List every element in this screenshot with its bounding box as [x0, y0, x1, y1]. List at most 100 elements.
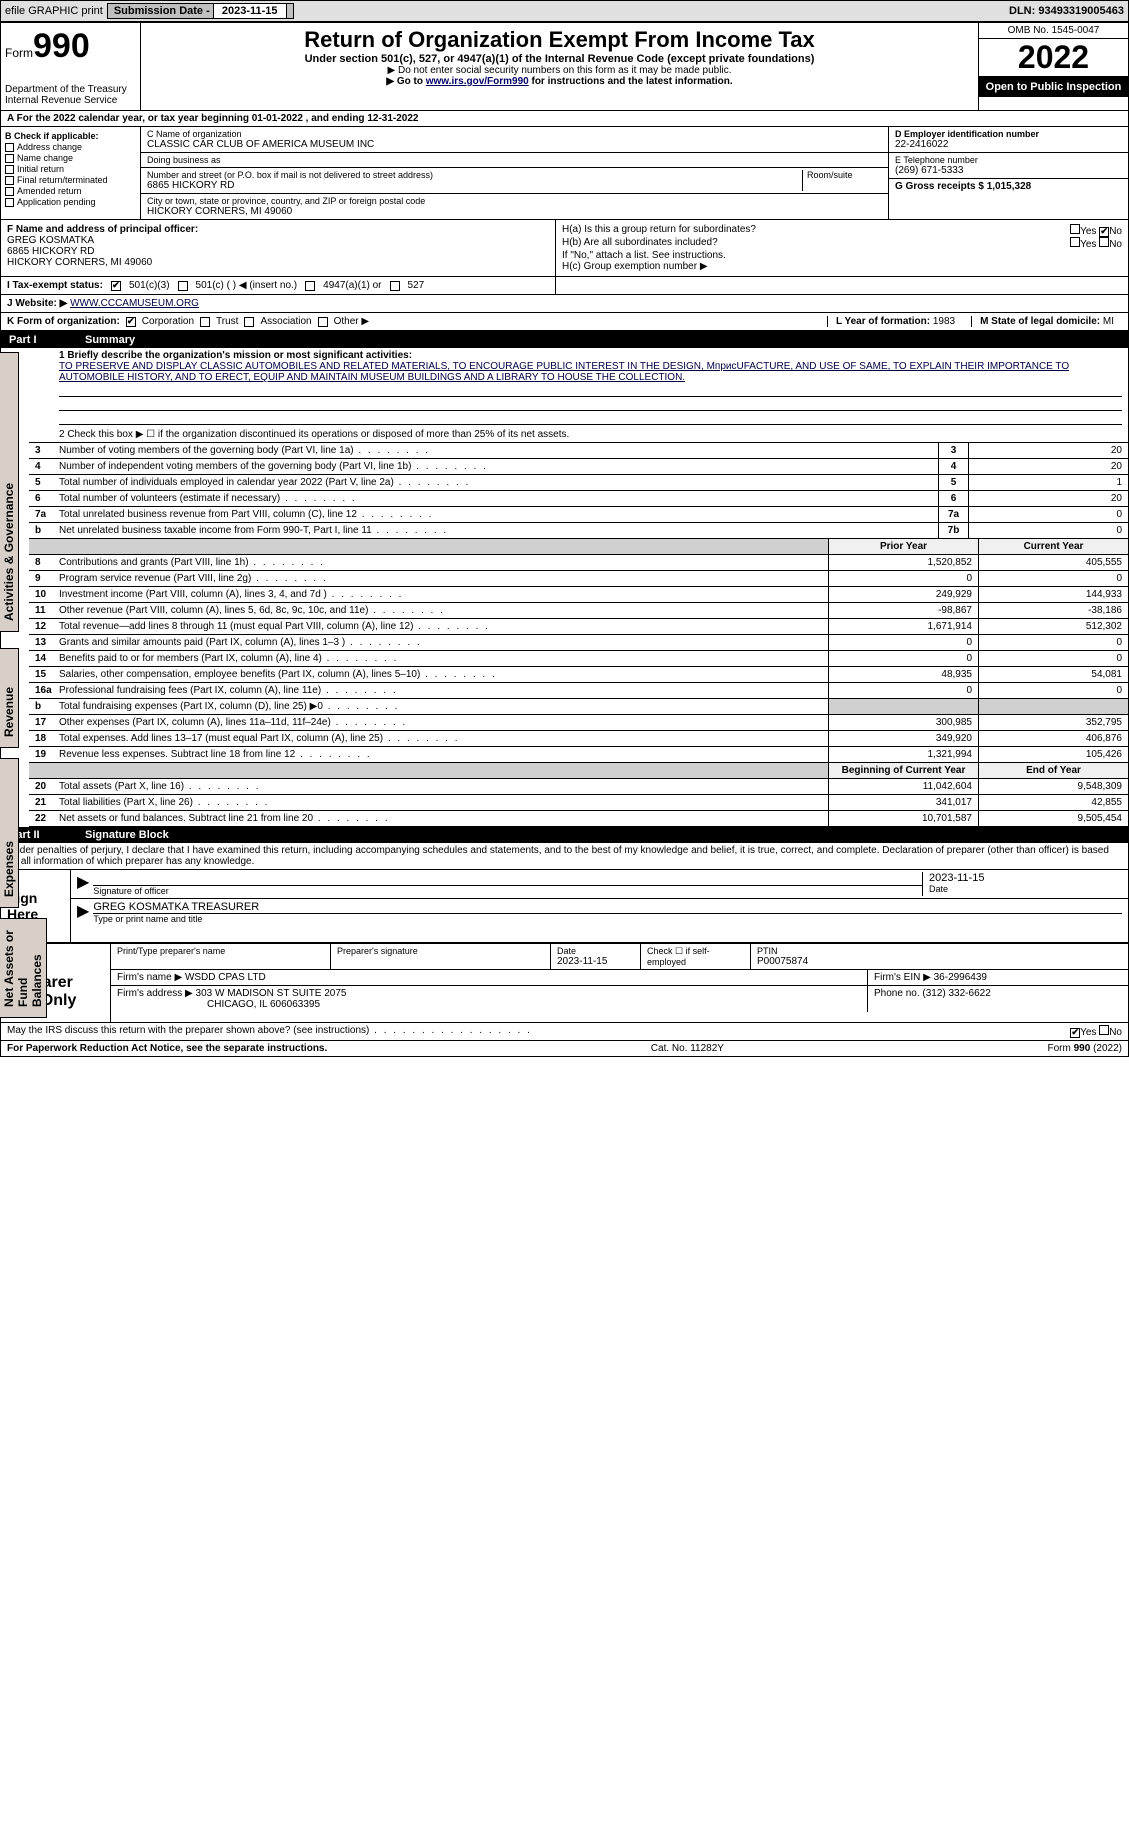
subtitle-1: Under section 501(c), 527, or 4947(a)(1)…	[147, 53, 972, 65]
self-employed-chk[interactable]: Check ☐ if self-employed	[647, 946, 744, 967]
hb-no[interactable]	[1099, 237, 1109, 247]
pra-notice: For Paperwork Reduction Act Notice, see …	[7, 1043, 327, 1054]
chk-527[interactable]	[390, 281, 400, 291]
vtab-expenses: Expenses	[0, 758, 19, 908]
line-a: A For the 2022 calendar year, or tax yea…	[1, 111, 1128, 127]
form-header: Form990 Department of the Treasury Inter…	[1, 23, 1128, 111]
vtab-revenue: Revenue	[0, 648, 19, 748]
section-b-c-d: B Check if applicable: Address change Na…	[1, 127, 1128, 220]
chk-trust[interactable]	[200, 317, 210, 327]
sig-declaration: Under penalties of perjury, I declare th…	[1, 843, 1128, 870]
vtab-governance: Activities & Governance	[0, 352, 19, 632]
org-name-label: C Name of organization	[147, 129, 882, 139]
fin-row: 15Salaries, other compensation, employee…	[29, 667, 1128, 683]
fin-row: 10Investment income (Part VIII, column (…	[29, 587, 1128, 603]
summary-row: 5Total number of individuals employed in…	[29, 475, 1128, 491]
arrow-icon: ▶	[77, 872, 89, 896]
city-state-zip: HICKORY CORNERS, MI 49060	[147, 206, 882, 217]
chk-assoc[interactable]	[244, 317, 254, 327]
ein-label: D Employer identification number	[895, 129, 1039, 139]
box-c: C Name of organization CLASSIC CAR CLUB …	[141, 127, 888, 219]
fin-row: 14Benefits paid to or for members (Part …	[29, 651, 1128, 667]
subtitle-3: ▶ Go to www.irs.gov/Form990 for instruct…	[147, 76, 972, 87]
row-k-l-m: K Form of organization: Corporation Trus…	[1, 313, 1128, 332]
box-b: B Check if applicable: Address change Na…	[1, 127, 141, 219]
org-name: CLASSIC CAR CLUB OF AMERICA MUSEUM INC	[147, 139, 882, 150]
fin-row: 8Contributions and grants (Part VIII, li…	[29, 555, 1128, 571]
ha-no[interactable]	[1099, 227, 1109, 237]
mission-text[interactable]: TO PRESERVE AND DISPLAY CLASSIC AUTOMOBI…	[59, 361, 1069, 383]
discuss-no[interactable]	[1099, 1025, 1109, 1035]
omb-number: OMB No. 1545-0047	[979, 23, 1128, 39]
line-2: 2 Check this box ▶ ☐ if the organization…	[29, 427, 1128, 443]
hc-label: H(c) Group exemption number ▶	[562, 261, 1122, 272]
ha-yes[interactable]	[1070, 224, 1080, 234]
net-row: 20Total assets (Part X, line 16)11,042,6…	[29, 779, 1128, 795]
gross-receipts: 1,015,328	[987, 181, 1032, 192]
efile-label: efile GRAPHIC print	[5, 5, 103, 17]
dba-label: Doing business as	[147, 155, 882, 165]
hb-yes[interactable]	[1070, 237, 1080, 247]
chk-final-return[interactable]: Final return/terminated	[5, 175, 136, 185]
top-bar: efile GRAPHIC print Submission Date - 20…	[0, 0, 1129, 22]
city-label: City or town, state or province, country…	[147, 196, 882, 206]
tax-exempt-label: I Tax-exempt status:	[7, 280, 103, 291]
open-to-public: Open to Public Inspection	[979, 77, 1128, 97]
firm-address: 303 W MADISON ST SUITE 2075	[196, 988, 347, 999]
chk-initial-return[interactable]: Initial return	[5, 164, 136, 174]
cat-no: Cat. No. 11282Y	[651, 1043, 724, 1054]
chk-corp[interactable]	[126, 317, 136, 327]
chk-address-change[interactable]: Address change	[5, 142, 136, 152]
net-row: 22Net assets or fund balances. Subtract …	[29, 811, 1128, 827]
year-formation: 1983	[933, 316, 955, 327]
section-f-h: F Name and address of principal officer:…	[1, 220, 1128, 277]
telephone: (269) 671-5333	[895, 165, 1122, 176]
chk-4947[interactable]	[305, 281, 315, 291]
firm-phone: (312) 332-6622	[922, 988, 990, 999]
street-address: 6865 HICKORY RD	[147, 180, 802, 191]
chk-501c3[interactable]	[111, 281, 121, 291]
fin-row: 18Total expenses. Add lines 13–17 (must …	[29, 731, 1128, 747]
box-h: H(a) Is this a group return for subordin…	[556, 220, 1128, 276]
chk-name-change[interactable]: Name change	[5, 153, 136, 163]
summary-row: 3Number of voting members of the governi…	[29, 443, 1128, 459]
chk-501c[interactable]	[178, 281, 188, 291]
officer-label: F Name and address of principal officer:	[7, 224, 198, 235]
ha-label: H(a) Is this a group return for subordin…	[562, 224, 756, 237]
discuss-yes[interactable]	[1070, 1028, 1080, 1038]
net-row: 21Total liabilities (Part X, line 26)341…	[29, 795, 1128, 811]
summary-row: 4Number of independent voting members of…	[29, 459, 1128, 475]
discuss-row: May the IRS discuss this return with the…	[1, 1023, 1128, 1041]
room-label: Room/suite	[807, 170, 882, 180]
submission-date: 2023-11-15	[213, 3, 287, 19]
state-domicile: MI	[1103, 316, 1114, 327]
chk-app-pending[interactable]: Application pending	[5, 197, 136, 207]
irs-label: Internal Revenue Service	[5, 95, 136, 106]
chk-amended[interactable]: Amended return	[5, 186, 136, 196]
ptin: P00075874	[757, 956, 1122, 967]
form-title: Return of Organization Exempt From Incom…	[147, 27, 972, 53]
chk-other[interactable]	[318, 317, 328, 327]
fin-row: 17Other expenses (Part IX, column (A), l…	[29, 715, 1128, 731]
row-j: J Website: ▶ WWW.CCCAMUSEUM.ORG	[1, 295, 1128, 313]
officer-addr: 6865 HICKORY RD	[7, 246, 549, 257]
footer: For Paperwork Reduction Act Notice, see …	[1, 1041, 1128, 1056]
submission-date-btn[interactable]: Submission Date - 2023-11-15	[107, 3, 294, 19]
officer-name-title: GREG KOSMATKA TREASURER	[93, 901, 1122, 914]
irs-link[interactable]: www.irs.gov/Form990	[426, 76, 529, 87]
officer-signature[interactable]	[93, 872, 922, 886]
firm-name: WSDD CPAS LTD	[185, 972, 266, 983]
summary-row: 7aTotal unrelated business revenue from …	[29, 507, 1128, 523]
ein: 22-2416022	[895, 139, 1122, 150]
box-b-label: B Check if applicable:	[5, 131, 99, 141]
box-d-e-g: D Employer identification number 22-2416…	[888, 127, 1128, 219]
prep-date: 2023-11-15	[557, 956, 634, 967]
vtab-net-assets: Net Assets or Fund Balances	[0, 918, 47, 1018]
part-ii-header: Part II Signature Block	[1, 827, 1128, 843]
fin-row: bTotal fundraising expenses (Part IX, co…	[29, 699, 1128, 715]
fin-header-1: Prior Year Current Year	[29, 539, 1128, 555]
fin-row: 13Grants and similar amounts paid (Part …	[29, 635, 1128, 651]
summary-row: bNet unrelated business taxable income f…	[29, 523, 1128, 539]
website[interactable]: WWW.CCCAMUSEUM.ORG	[70, 298, 199, 309]
sig-date: 2023-11-15	[929, 872, 1122, 884]
